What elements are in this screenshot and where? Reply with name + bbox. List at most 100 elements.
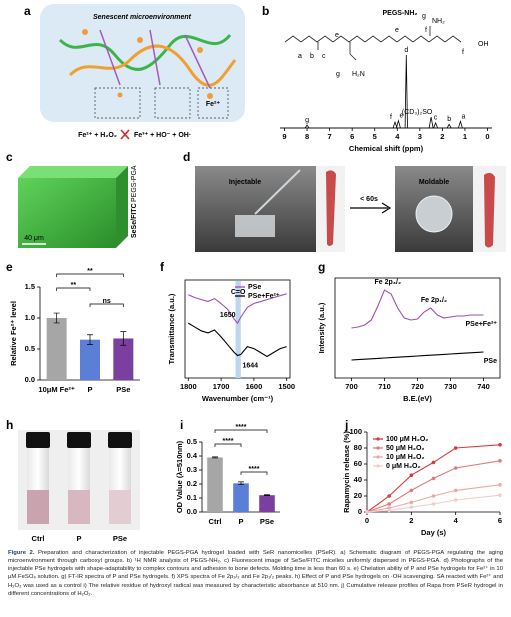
x-axis-label: B.E.(eV) bbox=[403, 394, 432, 403]
caption-label: Figure 2. bbox=[8, 550, 35, 556]
y-tick-label: 0.5 bbox=[25, 344, 35, 353]
atom-label: OH bbox=[478, 41, 489, 48]
point bbox=[409, 488, 414, 493]
peak-label: (CD₃)₂SO bbox=[402, 109, 433, 116]
peak-label: c bbox=[434, 115, 438, 122]
y-axis-label: OD Value (λ=510nm) bbox=[175, 440, 184, 513]
photo-label: Moldable bbox=[419, 179, 449, 186]
scale-bar-label: 40 μm bbox=[24, 235, 44, 242]
bone bbox=[326, 170, 336, 246]
series-line bbox=[187, 322, 287, 358]
error-bar bbox=[212, 456, 218, 459]
point bbox=[387, 494, 391, 498]
vial-label: Ctrl bbox=[32, 534, 45, 543]
gel-front bbox=[18, 178, 116, 248]
peak-label: g bbox=[305, 117, 309, 124]
plot-frame bbox=[334, 277, 501, 379]
legend-label: PSe bbox=[248, 284, 261, 291]
bar bbox=[233, 483, 249, 512]
significance-bracket bbox=[240, 471, 268, 475]
peak bbox=[396, 119, 401, 129]
peak bbox=[428, 116, 434, 129]
point bbox=[453, 466, 458, 470]
panel-letter: h bbox=[6, 418, 13, 432]
x-tick-label: 6 bbox=[350, 132, 354, 141]
molecule-title: PEGS-NH₂ bbox=[382, 10, 417, 17]
caption: Figure 2. Preparation and characterizati… bbox=[8, 549, 503, 598]
cloud bbox=[40, 4, 245, 122]
point bbox=[498, 459, 502, 463]
y-tick-label: 0.1 bbox=[187, 493, 197, 502]
structure-label: a bbox=[298, 53, 302, 60]
x-tick-label: 9 bbox=[282, 132, 286, 141]
chain bbox=[99, 29, 211, 89]
atom-label: H₂N bbox=[352, 71, 365, 78]
structure-label: e bbox=[335, 32, 339, 39]
x-tick-label: 720 bbox=[411, 382, 424, 391]
point bbox=[453, 498, 458, 502]
point bbox=[498, 443, 502, 447]
y-tick-label: 0.0 bbox=[187, 507, 197, 516]
stain-label: PEGS-PGA bbox=[131, 165, 138, 202]
point bbox=[409, 473, 414, 478]
y-tick-label: 80 bbox=[354, 443, 362, 452]
legend-label: 0 μM H₂O₂ bbox=[386, 463, 421, 470]
bar bbox=[207, 457, 223, 512]
series-line bbox=[188, 293, 287, 325]
x-tick-label: 7 bbox=[328, 132, 332, 141]
panel-letter: e bbox=[6, 260, 13, 274]
particles bbox=[82, 29, 213, 99]
y-axis-label: Transmittance (a.u.) bbox=[167, 293, 176, 364]
structure-label: e bbox=[395, 27, 399, 34]
x-tick-label: P bbox=[87, 385, 92, 394]
arrow-label: < 60s bbox=[360, 196, 378, 203]
significance-bracket bbox=[89, 303, 124, 307]
series-line bbox=[366, 460, 501, 513]
highlight-band bbox=[235, 281, 241, 378]
significance-bracket bbox=[214, 429, 268, 433]
x-axis-label: Chemical shift (ppm) bbox=[349, 144, 424, 153]
significance-label: **** bbox=[223, 438, 234, 445]
legend-label: 100 μM H₂O₂ bbox=[386, 436, 428, 443]
x-tick-label: 2 bbox=[409, 516, 413, 525]
annotation: 1650 bbox=[220, 312, 236, 319]
x-tick-label: Ctrl bbox=[209, 517, 222, 526]
y-tick-label: 0 bbox=[358, 507, 362, 516]
atom-label: NH₂ bbox=[432, 18, 445, 25]
y-axis-label: Intensity (a.u.) bbox=[317, 302, 326, 353]
peak-label: a bbox=[461, 113, 465, 120]
panel-letter: g bbox=[318, 260, 325, 274]
series-line bbox=[351, 351, 484, 361]
stain-label: SeSe/FITC bbox=[131, 203, 138, 238]
structure-label: f bbox=[462, 49, 464, 56]
caption-text: Preparation and characterization of inje… bbox=[8, 550, 503, 597]
x-tick-label: 4 bbox=[454, 516, 459, 525]
legend-label: 10 μM H₂O₂ bbox=[386, 454, 425, 461]
structure-label: b bbox=[310, 53, 314, 60]
peak bbox=[433, 121, 438, 129]
series-line bbox=[351, 289, 484, 329]
significance-bracket bbox=[214, 443, 242, 447]
legend-marker bbox=[376, 437, 380, 441]
peak bbox=[304, 124, 310, 129]
point bbox=[453, 488, 458, 493]
vial-label: P bbox=[76, 534, 81, 543]
y-tick-label: 40 bbox=[354, 475, 362, 484]
y-tick-label: 20 bbox=[354, 491, 362, 500]
panel-letter: a bbox=[24, 4, 31, 18]
x-tick-label: 5 bbox=[373, 132, 377, 141]
significance-label: ns bbox=[103, 298, 111, 305]
peak-label: f bbox=[390, 114, 392, 121]
peak bbox=[446, 123, 452, 129]
legend-marker bbox=[376, 455, 380, 459]
x-tick-label: 2 bbox=[440, 132, 444, 141]
x-tick-label: 3 bbox=[418, 132, 422, 141]
significance-label: ** bbox=[87, 268, 93, 275]
y-tick-label: 0.5 bbox=[187, 437, 197, 446]
photo-label: Injectable bbox=[229, 179, 261, 186]
bar bbox=[46, 318, 67, 380]
point bbox=[387, 502, 391, 506]
peak bbox=[458, 120, 463, 129]
y-axis-label: Relative Fe²⁺ level bbox=[9, 301, 18, 366]
